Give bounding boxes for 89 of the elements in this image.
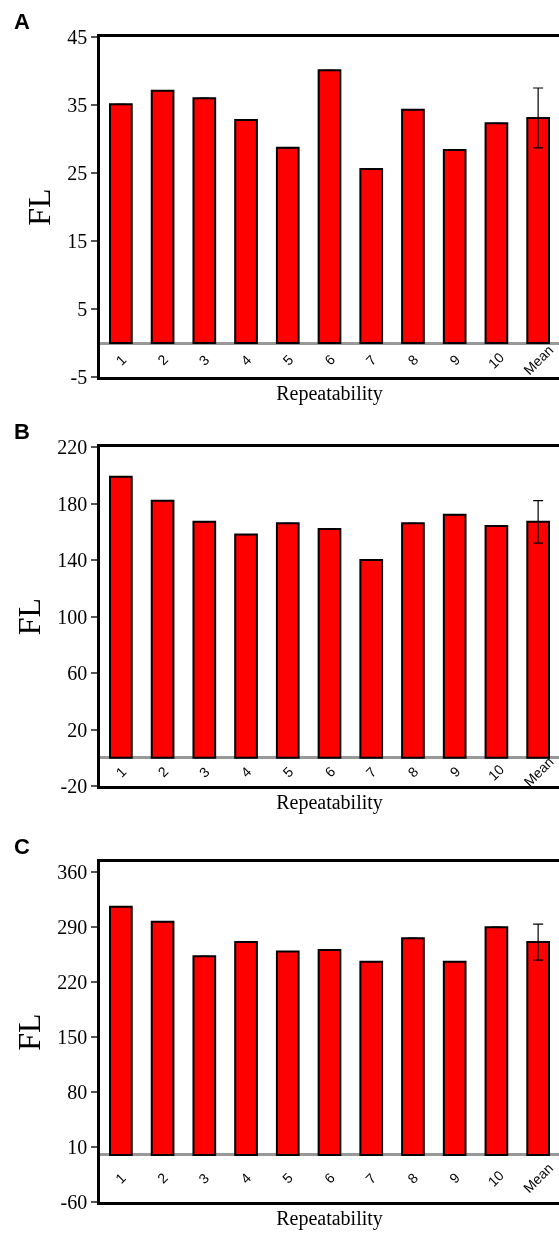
bar <box>234 533 258 759</box>
x-tick-label: 9 <box>446 1169 464 1187</box>
y-tick-label: 80 <box>67 1081 88 1104</box>
chart-title: B <box>14 419 30 444</box>
x-tick-label: 8 <box>404 763 422 781</box>
bar <box>109 905 133 1156</box>
y-tick-label: 150 <box>57 1026 88 1049</box>
y-tick-label: 290 <box>57 916 88 939</box>
y-tick-label: 20 <box>67 718 88 741</box>
x-axis-title: Repeatability <box>276 791 383 815</box>
bar <box>359 167 384 344</box>
bar <box>192 97 217 344</box>
y-tick-label: 140 <box>57 549 88 571</box>
x-tick-label: 5 <box>279 1169 297 1187</box>
chart-title: C <box>14 834 30 859</box>
x-tick-label: 6 <box>321 1169 339 1187</box>
x-tick-label: 5 <box>279 351 297 369</box>
y-tick-label: 360 <box>57 861 88 884</box>
bar <box>275 950 300 1156</box>
x-tick-label: 7 <box>362 351 380 369</box>
y-axis-title: FL <box>10 1013 47 1051</box>
x-tick-label: 3 <box>195 1169 213 1187</box>
bar <box>442 148 467 344</box>
y-tick-label: 60 <box>67 662 88 684</box>
chart-title: A <box>14 9 30 34</box>
bar <box>234 941 258 1156</box>
bar <box>317 948 342 1156</box>
x-tick-label: 2 <box>154 763 172 781</box>
bar <box>234 118 258 344</box>
y-axis-title: FL <box>20 188 57 226</box>
bar <box>484 122 509 344</box>
y-tick-label: 45 <box>67 26 88 48</box>
y-tick-label: 10 <box>67 1136 88 1159</box>
bar <box>192 955 217 1156</box>
y-tick-label: 25 <box>67 162 88 184</box>
y-tick-label: 35 <box>67 94 88 116</box>
y-tick-label: -60 <box>60 1191 88 1213</box>
x-tick-label: 10 <box>484 761 508 784</box>
y-tick-label: -20 <box>60 775 88 797</box>
y-tick-label: -5 <box>70 366 88 388</box>
bar <box>150 499 175 759</box>
x-tick-label: 7 <box>362 763 380 781</box>
x-tick-label: 1 <box>112 351 130 369</box>
x-tick-label: 9 <box>446 351 464 369</box>
bar <box>359 960 384 1156</box>
y-tick-label: 100 <box>57 605 88 628</box>
y-tick-label: 220 <box>57 971 88 994</box>
x-axis-title: Repeatability <box>276 1207 383 1231</box>
bar <box>275 146 300 344</box>
bar <box>401 108 425 344</box>
bar <box>359 559 384 759</box>
y-axis-title: FL <box>10 597 47 636</box>
bar <box>192 520 217 759</box>
bar <box>442 960 467 1156</box>
x-tick-label: 4 <box>237 763 255 781</box>
bar <box>401 937 425 1156</box>
x-tick-label: 2 <box>154 1169 172 1187</box>
x-axis-title: Repeatability <box>276 382 383 406</box>
x-tick-label: 3 <box>195 351 213 369</box>
bar <box>317 527 342 759</box>
x-tick-label: 10 <box>484 1167 507 1190</box>
bar <box>109 475 133 759</box>
bar <box>484 525 509 759</box>
x-tick-label: 8 <box>404 1169 422 1187</box>
y-tick-label: 180 <box>57 492 88 515</box>
bar <box>109 103 133 344</box>
bar <box>442 513 467 759</box>
x-tick-label: 1 <box>112 1169 130 1187</box>
bar <box>275 522 300 759</box>
x-tick-label: 4 <box>237 351 255 369</box>
y-tick-label: 220 <box>57 436 88 458</box>
x-tick-label: 7 <box>362 1169 380 1187</box>
x-tick-label: 6 <box>321 351 339 369</box>
x-tick-label: 5 <box>279 763 297 781</box>
x-tick-label: 4 <box>237 1169 255 1187</box>
bar <box>484 926 509 1156</box>
bar <box>150 920 175 1156</box>
y-tick-label: 15 <box>67 230 88 252</box>
x-tick-label: 1 <box>112 763 130 781</box>
x-tick-label: 9 <box>446 763 464 781</box>
x-tick-label: 10 <box>484 349 508 372</box>
x-tick-label: 8 <box>404 351 422 369</box>
bar <box>150 89 175 344</box>
x-tick-label: 3 <box>195 763 213 781</box>
bar <box>401 522 425 759</box>
x-tick-label: 6 <box>321 763 339 781</box>
bar <box>317 69 342 344</box>
y-tick-label: 5 <box>77 298 88 320</box>
x-tick-label: 2 <box>154 351 172 369</box>
